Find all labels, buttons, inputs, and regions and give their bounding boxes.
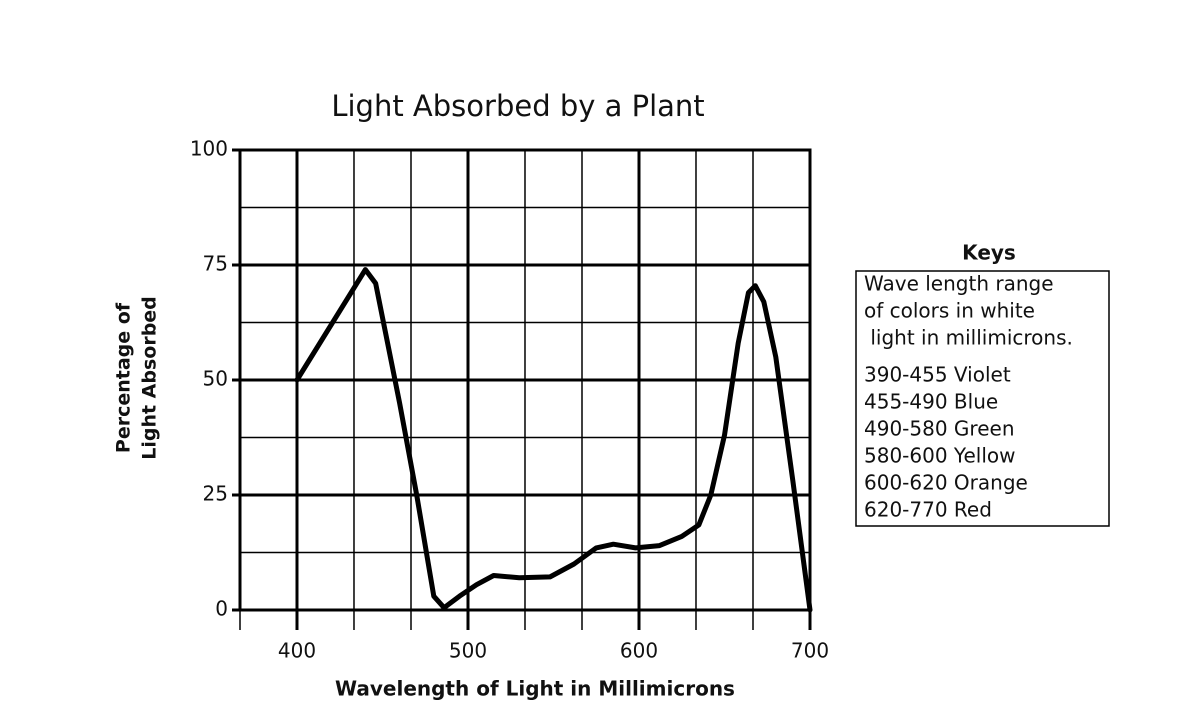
key-line: 600-620 Orange [864, 471, 1028, 495]
x-tick-label: 500 [449, 639, 487, 663]
key-box [855, 270, 1110, 527]
data-line [294, 267, 813, 613]
key-line: 390-455 Violet [864, 363, 1011, 387]
y-axis-label-line: Percentage of [113, 302, 135, 453]
y-axis-label-line: Light Absorbed [139, 296, 161, 460]
key-line: 490-580 Green [864, 417, 1015, 441]
y-tick-label: 75 [203, 252, 228, 276]
key-line: 455-490 Blue [864, 390, 998, 414]
y-tick-label: 100 [190, 137, 228, 161]
key-line: light in millimicrons. [864, 326, 1073, 350]
key-line: Wave length range [864, 272, 1054, 296]
x-tick-label: 700 [791, 639, 829, 663]
key-line: 620-770 Red [864, 498, 992, 522]
x-tick-label: 400 [278, 639, 316, 663]
chart-title: Light Absorbed by a Plant [331, 89, 704, 123]
key-line: 580-600 Yellow [864, 444, 1016, 468]
y-tick-label: 0 [215, 597, 228, 621]
x-axis-label: Wavelength of Light in Millimicrons [335, 677, 735, 701]
key-line: of colors in white [864, 299, 1035, 323]
y-axis-label: Percentage of Light Absorbed [113, 296, 161, 460]
x-tick-label: 600 [620, 639, 658, 663]
y-tick-label: 25 [203, 482, 228, 506]
plot-frame [238, 148, 812, 612]
y-tick-label: 50 [203, 367, 228, 391]
key-title: Keys [962, 241, 1016, 265]
